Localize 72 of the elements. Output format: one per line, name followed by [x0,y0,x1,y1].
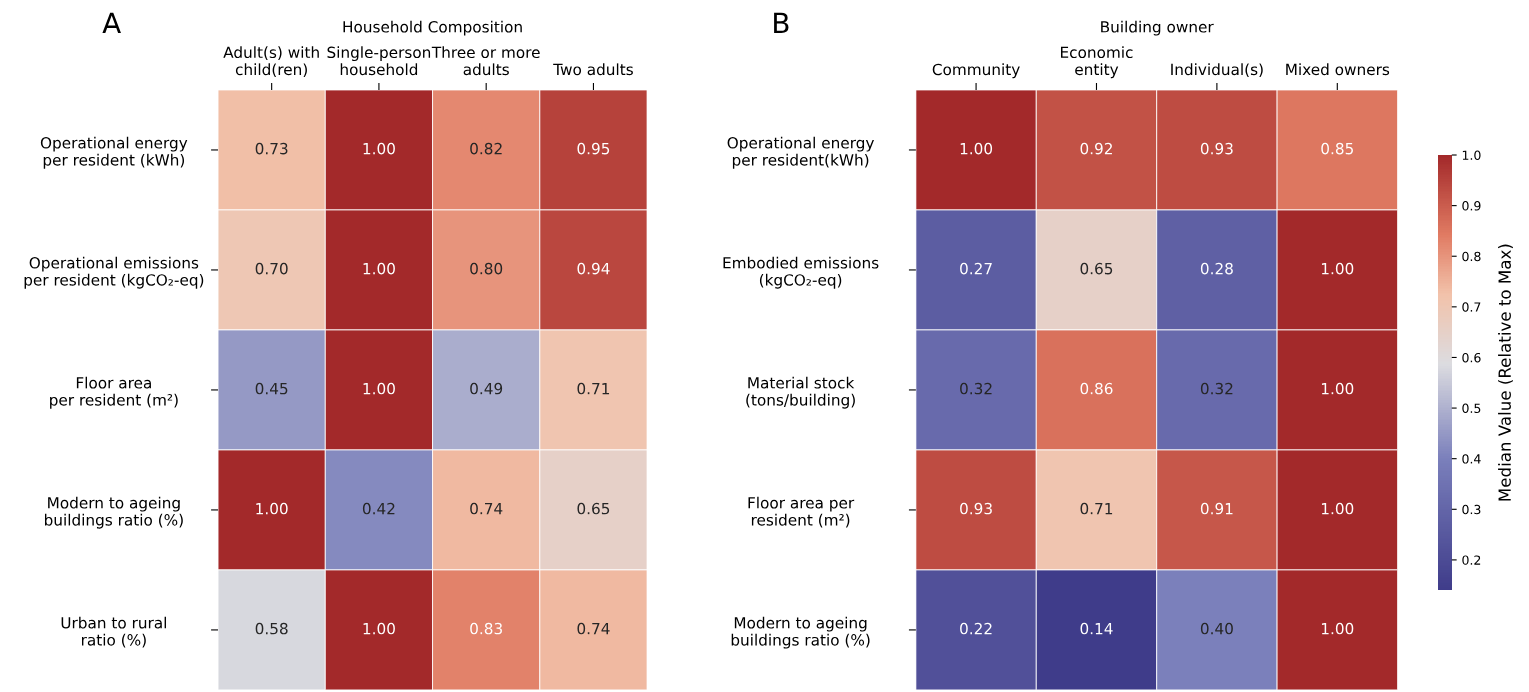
data-label: 1.00 [363,142,395,155]
data-label: 0.74 [577,622,610,635]
data-label: 0.45 [255,382,288,395]
x-tick-label: Single-person household [327,46,431,76]
data-label: 1.00 [363,382,395,395]
text: A [102,12,121,34]
x-tick-label: Adult(s) with child(ren) [223,46,319,77]
data-label: 0.32 [1200,382,1233,395]
data-label: 1.00 [1321,262,1354,275]
y-tick-label: Floor area per resident (m²) [748,496,855,528]
data-label: 1.00 [363,262,395,275]
color-bar-label: 1.0 [1462,150,1481,160]
color-bar-label: 0.8 [1462,251,1481,262]
x-tick-label: Two adults [553,63,633,76]
x-axis-title: Building owner [1101,20,1214,36]
data-label: 0.83 [470,622,502,635]
data-label: 1.00 [256,502,288,515]
data-label: 0.70 [255,262,288,275]
data-label: 0.91 [1200,502,1233,515]
y-tick-label: Operational energy per resident(kWh) [727,136,874,169]
data-label: 0.65 [577,502,610,515]
x-tick-label: Economic entity [1061,46,1133,79]
data-label: 0.49 [470,382,503,395]
data-label: 0.32 [960,382,992,395]
data-label: 0.93 [1200,142,1233,155]
data-label: 0.40 [1200,622,1233,635]
y-tick-label: Modern to ageing buildings ratio (%) [44,496,183,529]
data-label: 1.00 [1321,502,1354,515]
y-tick-label: Floor area per resident (m²) [50,376,178,409]
data-label: 0.80 [470,262,503,275]
data-label: 1.00 [363,622,395,635]
color-bar-label: 0.9 [1462,201,1481,211]
data-label: 0.74 [470,502,503,515]
data-label: 0.95 [577,142,610,155]
data-label: 0.27 [960,262,992,275]
x-tick-label: Mixed owners [1286,63,1390,76]
data-label: 0.58 [255,622,288,635]
data-label: 0.85 [1321,142,1353,155]
data-label: 0.28 [1200,262,1233,275]
x-tick-label: Three or more adults [431,46,540,76]
data-label: 0.86 [1080,382,1113,395]
color-bar-label: 0.3 [1462,504,1481,515]
data-label: 0.73 [255,142,288,155]
y-tick-label: Urban to rural ratio (%) [61,616,166,648]
color-bar-label: 0.6 [1462,352,1481,363]
data-label: 1.00 [1321,382,1354,395]
data-label: 0.71 [577,382,610,395]
data-label: 0.42 [362,502,395,515]
y-tick-label: Embodied emissions (kgCO₂-eq) [723,256,879,289]
color-bar-title: Median Value (Relative to Max) [1498,244,1513,501]
x-axis-title: Household Composition [343,20,522,36]
y-tick-label: Material stock (tons/building) [746,376,855,409]
data-label: 0.14 [1080,622,1113,635]
data-label: 0.82 [470,142,502,155]
data-label: 0.93 [960,502,992,515]
color-bar-label: 0.5 [1462,403,1481,413]
color-bar-label: 0.2 [1462,555,1481,565]
color-bar-label: 0.4 [1462,454,1481,464]
x-tick-label: Community [932,63,1020,79]
data-label: 0.65 [1080,262,1113,275]
data-label: 0.71 [1080,502,1113,515]
text: B [774,12,789,34]
data-label: 0.92 [1080,142,1112,155]
data-label: 0.94 [577,262,610,275]
y-tick-label: Modern to ageing buildings ratio (%) [731,616,870,649]
color-bar-label: 0.7 [1462,302,1481,312]
data-label: 0.22 [960,622,992,635]
x-tick-label: Individual(s) [1171,63,1263,77]
data-label: 1.00 [1321,622,1354,635]
y-tick-label: Operational energy per resident (kWh) [40,136,188,169]
data-label: 1.00 [960,142,993,155]
y-tick-label: Operational emissions per resident (kgCO₂-eq) [24,256,204,289]
